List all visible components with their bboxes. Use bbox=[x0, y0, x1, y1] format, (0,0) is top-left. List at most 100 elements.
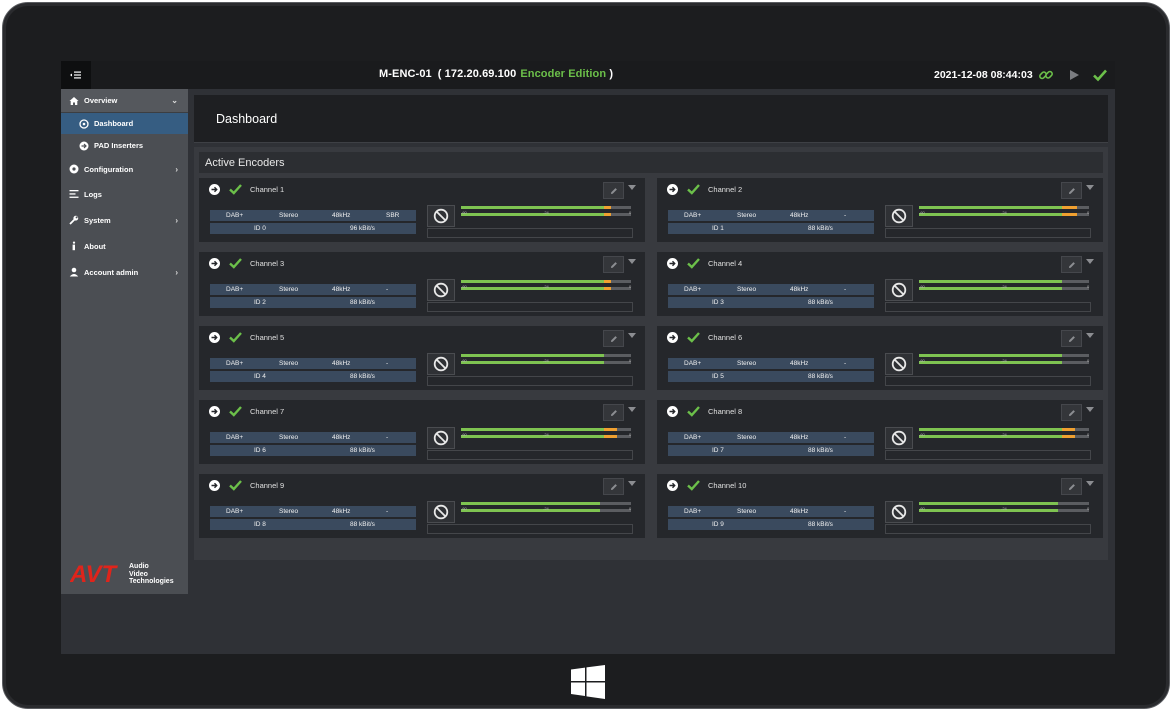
mute-button[interactable] bbox=[885, 353, 913, 375]
audio-level-meter: -60 -24 0 bbox=[917, 501, 1092, 517]
mode-value: Stereo bbox=[737, 508, 757, 515]
mode-value: Stereo bbox=[279, 286, 299, 293]
dropdown-caret-icon[interactable] bbox=[1086, 333, 1094, 338]
mute-button[interactable] bbox=[885, 205, 913, 227]
open-channel-icon[interactable] bbox=[667, 332, 678, 343]
meter-scale-label: -24 bbox=[543, 358, 549, 363]
mute-icon bbox=[433, 504, 449, 520]
encoder-card: Channel 5 DAB+ Stereo 48kHz - ID 4 88 kB… bbox=[199, 326, 645, 390]
sidebar-item-label: About bbox=[84, 241, 106, 251]
left-channel-track bbox=[919, 280, 1089, 283]
open-channel-icon[interactable] bbox=[209, 184, 220, 195]
audio-level-meter: -60 -24 0 bbox=[459, 279, 634, 295]
dropdown-caret-icon[interactable] bbox=[628, 407, 636, 412]
sidebar-item-logs[interactable]: Logs bbox=[61, 182, 188, 206]
mute-button[interactable] bbox=[427, 501, 455, 523]
meter-scale-label: 0 bbox=[1087, 506, 1090, 511]
section-title: Active Encoders bbox=[205, 157, 285, 169]
mute-button[interactable] bbox=[427, 353, 455, 375]
brand-line-1: Audio bbox=[129, 563, 149, 570]
sidebar-item-system[interactable]: System › bbox=[61, 208, 188, 232]
user-icon bbox=[69, 267, 79, 277]
pencil-icon bbox=[1068, 483, 1075, 490]
open-channel-icon[interactable] bbox=[209, 406, 220, 417]
open-channel-icon[interactable] bbox=[667, 258, 678, 269]
status-field bbox=[427, 450, 633, 460]
section-header: Active Encoders bbox=[199, 152, 1103, 173]
encoder-format-row: DAB+ Stereo 48kHz - bbox=[210, 358, 416, 369]
mute-button[interactable] bbox=[885, 279, 913, 301]
sidebar-item-label: System bbox=[84, 215, 111, 225]
dropdown-caret-icon[interactable] bbox=[1086, 259, 1094, 264]
channel-name: Channel 7 bbox=[250, 407, 285, 416]
dropdown-caret-icon[interactable] bbox=[1086, 481, 1094, 486]
audio-level-meter: -60 -24 0 bbox=[917, 427, 1092, 443]
sidebar-item-overview[interactable]: Overview ⌄ bbox=[61, 89, 188, 113]
status-ok-button[interactable] bbox=[1092, 67, 1108, 83]
edit-channel-button[interactable] bbox=[1061, 256, 1082, 273]
menu-toggle-button[interactable] bbox=[61, 61, 91, 89]
arrow-circle-icon bbox=[79, 141, 89, 151]
meter-scale-label: -60 bbox=[461, 506, 467, 511]
open-channel-icon[interactable] bbox=[209, 480, 220, 491]
dropdown-caret-icon[interactable] bbox=[628, 481, 636, 486]
level-fill-orange bbox=[1061, 206, 1078, 209]
open-channel-icon[interactable] bbox=[667, 184, 678, 195]
dropdown-caret-icon[interactable] bbox=[628, 259, 636, 264]
edit-channel-button[interactable] bbox=[603, 330, 624, 347]
dropdown-caret-icon[interactable] bbox=[1086, 407, 1094, 412]
dropdown-caret-icon[interactable] bbox=[1086, 185, 1094, 190]
level-fill-orange bbox=[1061, 428, 1076, 431]
sidebar-item-dashboard[interactable]: Dashboard bbox=[61, 113, 188, 134]
encoder-format-row: DAB+ Stereo 48kHz - bbox=[668, 210, 874, 221]
mute-button[interactable] bbox=[427, 427, 455, 449]
open-channel-icon[interactable] bbox=[209, 258, 220, 269]
edit-channel-button[interactable] bbox=[603, 256, 624, 273]
open-channel-icon[interactable] bbox=[209, 332, 220, 343]
edit-channel-button[interactable] bbox=[1061, 182, 1082, 199]
meter-scale-label: -24 bbox=[1001, 210, 1007, 215]
mute-button[interactable] bbox=[427, 279, 455, 301]
encoder-id-row: ID 1 88 kBit/s bbox=[668, 223, 874, 234]
link-button[interactable] bbox=[1038, 67, 1054, 83]
bitrate-value: 88 kBit/s bbox=[350, 521, 375, 528]
level-fill-green bbox=[461, 361, 604, 364]
mute-button[interactable] bbox=[885, 427, 913, 449]
audio-level-meter: -60 -24 0 bbox=[459, 427, 634, 443]
edit-channel-button[interactable] bbox=[603, 404, 624, 421]
open-channel-icon[interactable] bbox=[667, 406, 678, 417]
play-button[interactable] bbox=[1066, 67, 1082, 83]
encoder-id-row: ID 9 88 kBit/s bbox=[668, 519, 874, 530]
encoder-format-row: DAB+ Stereo 48kHz - bbox=[210, 284, 416, 295]
sidebar-item-pad-inserters[interactable]: PAD Inserters bbox=[61, 135, 188, 156]
meter-scale-label: -60 bbox=[919, 210, 925, 215]
mute-button[interactable] bbox=[427, 205, 455, 227]
sidebar-item-about[interactable]: About bbox=[61, 234, 188, 258]
dropdown-caret-icon[interactable] bbox=[628, 333, 636, 338]
extra-value: - bbox=[844, 508, 847, 515]
sidebar-item-label: Logs bbox=[84, 189, 102, 199]
sidebar-item-account-admin[interactable]: Account admin › bbox=[61, 260, 188, 284]
extra-value: - bbox=[386, 434, 389, 441]
audio-level-meter: -60 -24 0 bbox=[917, 279, 1092, 295]
channel-name: Channel 2 bbox=[708, 185, 743, 194]
open-channel-icon[interactable] bbox=[667, 480, 678, 491]
sidebar-item-configuration[interactable]: Configuration › bbox=[61, 157, 188, 181]
edit-channel-button[interactable] bbox=[1061, 404, 1082, 421]
edit-channel-button[interactable] bbox=[1061, 478, 1082, 495]
bitrate-value: 88 kBit/s bbox=[808, 521, 833, 528]
mute-button[interactable] bbox=[885, 501, 913, 523]
edit-channel-button[interactable] bbox=[603, 478, 624, 495]
meter-scale-label: 0 bbox=[1087, 432, 1090, 437]
meter-scale-label: -24 bbox=[543, 210, 549, 215]
app-screen: M-ENC-01 ( 172.20.69.100 Encoder Edition )… bbox=[61, 61, 1115, 654]
meter-scale-label: -24 bbox=[1001, 358, 1007, 363]
device-title: M-ENC-01 ( 172.20.69.100 Encoder Edition ) bbox=[379, 68, 613, 80]
mode-value: Stereo bbox=[279, 434, 299, 441]
edit-channel-button[interactable] bbox=[603, 182, 624, 199]
windows-logo-icon[interactable] bbox=[571, 665, 605, 699]
level-fill-green bbox=[461, 428, 604, 431]
meter-scale-label: -60 bbox=[919, 432, 925, 437]
dropdown-caret-icon[interactable] bbox=[628, 185, 636, 190]
edit-channel-button[interactable] bbox=[1061, 330, 1082, 347]
